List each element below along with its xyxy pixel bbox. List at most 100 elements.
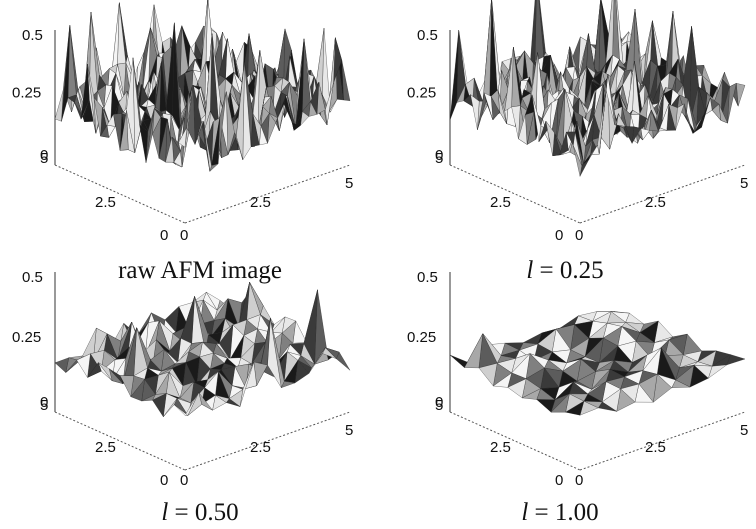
z-tick-label: 0.5 — [22, 27, 43, 44]
surface-facet — [54, 357, 70, 373]
surface-facet — [573, 145, 582, 177]
x-tick-label: 2.5 — [250, 439, 271, 456]
surface-facet — [145, 108, 155, 163]
surface-facet — [74, 102, 83, 120]
panel-caption: l = 0.25 — [526, 257, 603, 284]
y-tick-label: 2.5 — [95, 439, 116, 456]
surface-facet — [126, 57, 135, 153]
surface-facet — [109, 368, 124, 384]
y-tick-label: 2.5 — [490, 439, 511, 456]
x-tick-label: 5 — [345, 422, 353, 439]
surface-facet — [174, 404, 189, 416]
z-tick-label: 0 — [40, 147, 48, 164]
y-tick-label: 5 — [40, 397, 48, 414]
caption-symbol: l — [526, 257, 533, 284]
surface-facet — [456, 84, 466, 103]
z-tick-label: 0 — [435, 394, 443, 411]
y-tick-label: 0 — [160, 472, 168, 489]
surface-facet — [536, 399, 556, 413]
z-tick-label: 0.5 — [22, 269, 43, 286]
x-tick-label: 0 — [575, 472, 583, 489]
surface-facet — [152, 117, 161, 159]
surface-facet — [119, 110, 129, 151]
surface-mesh — [54, 281, 351, 418]
surface-facet — [113, 113, 122, 151]
surface-facet — [550, 393, 570, 413]
surface-facet — [98, 362, 113, 381]
caption-value: = 0.25 — [533, 257, 603, 284]
x-axis-line — [184, 164, 351, 224]
surface-facet — [463, 94, 473, 107]
y-tick-label: 0 — [160, 227, 168, 244]
surface-facet — [490, 89, 500, 113]
surface-facet — [545, 120, 555, 156]
surface-facet — [531, 94, 541, 142]
surface-facet — [525, 94, 535, 115]
surface-facet — [61, 25, 70, 122]
y-tick-label: 0 — [555, 472, 563, 489]
x-axis-line — [184, 411, 351, 471]
surface-facet — [67, 94, 77, 103]
z-tick-label: 0.25 — [12, 85, 41, 102]
surface-facet — [158, 118, 168, 163]
surface-facet — [565, 400, 585, 416]
x-tick-label: 5 — [740, 175, 748, 192]
surface-facet — [470, 94, 480, 130]
surface-facet — [119, 375, 134, 398]
surface-facet — [518, 114, 528, 145]
panel-caption: l = 1.00 — [521, 499, 598, 526]
surface-facet — [130, 378, 145, 402]
caption-symbol: l — [161, 499, 168, 526]
surface-facet — [163, 398, 178, 417]
surface-facet — [566, 131, 576, 146]
surface-facet — [464, 333, 483, 369]
surface-facet — [477, 92, 487, 130]
surface-facet — [478, 362, 498, 387]
x-axis-line — [579, 164, 746, 224]
y-tick-label: 5 — [435, 397, 443, 414]
surface-facet — [336, 351, 351, 371]
surface-facet — [497, 89, 507, 124]
y-tick-label: 5 — [435, 150, 443, 167]
y-axis-line — [449, 164, 581, 224]
y-axis-line — [449, 411, 581, 471]
surface-facet — [139, 124, 148, 163]
surface-facet — [449, 29, 459, 121]
x-tick-label: 0 — [575, 227, 583, 244]
surface-facet — [552, 154, 562, 156]
surface-facet — [171, 136, 181, 152]
x-tick-label: 5 — [740, 422, 748, 439]
z-tick-label: 0.25 — [407, 85, 436, 102]
surface-facet — [559, 132, 569, 156]
surface-facet — [165, 136, 174, 163]
y-tick-label: 2.5 — [95, 194, 116, 211]
surface-facet — [93, 97, 103, 137]
surface-facet — [141, 394, 156, 402]
x-tick-label: 2.5 — [645, 439, 666, 456]
z-tick-label: 0.25 — [407, 329, 436, 346]
caption-symbol: l — [521, 499, 528, 526]
surface-facet — [521, 388, 541, 400]
x-tick-label: 5 — [345, 175, 353, 192]
surface-facet — [511, 105, 521, 139]
y-tick-label: 2.5 — [490, 194, 511, 211]
surface-mesh — [54, 0, 351, 172]
z-tick-label: 0.25 — [12, 329, 41, 346]
z-tick-label: 0.5 — [417, 269, 438, 286]
x-axis-line — [579, 411, 746, 471]
surface-mesh — [449, 311, 746, 416]
panel-caption: l = 0.50 — [161, 499, 238, 526]
surface-facet — [54, 89, 64, 122]
surface-facet — [106, 113, 116, 127]
surface-facet — [87, 64, 96, 134]
surface-facet — [76, 353, 91, 378]
surface-facet — [504, 47, 514, 112]
surface-facet — [152, 393, 167, 418]
x-tick-label: 0 — [180, 227, 188, 244]
